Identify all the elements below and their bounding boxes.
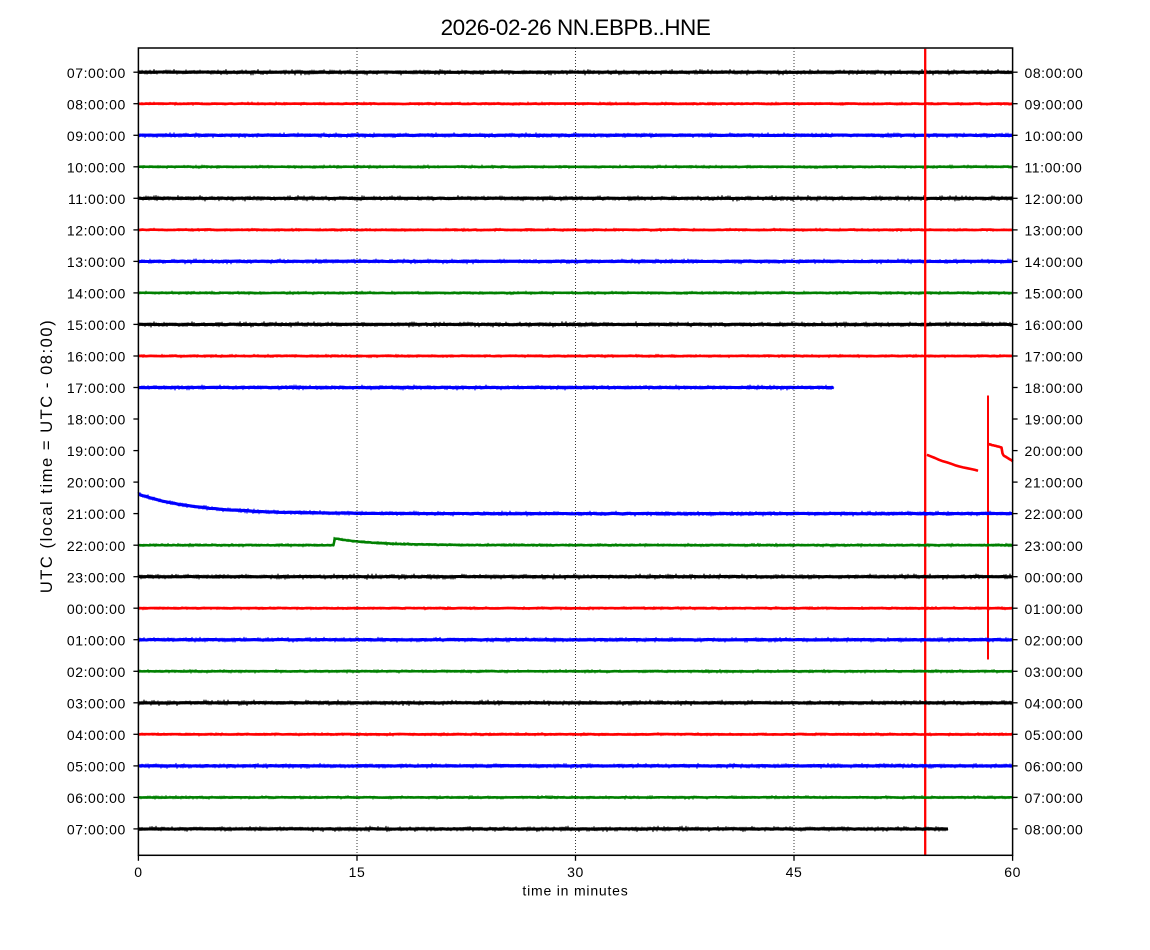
svg-text:10:00:00: 10:00:00: [1025, 128, 1084, 144]
svg-text:20:00:00: 20:00:00: [67, 475, 126, 491]
svg-text:13:00:00: 13:00:00: [67, 254, 126, 270]
svg-text:02:00:00: 02:00:00: [1025, 632, 1084, 648]
svg-text:0: 0: [134, 864, 142, 880]
svg-text:22:00:00: 22:00:00: [1025, 506, 1084, 522]
svg-text:16:00:00: 16:00:00: [1025, 317, 1084, 333]
svg-text:00:00:00: 00:00:00: [1025, 569, 1084, 585]
svg-text:16:00:00: 16:00:00: [67, 349, 126, 365]
svg-text:09:00:00: 09:00:00: [1025, 96, 1084, 112]
svg-text:22:00:00: 22:00:00: [67, 538, 126, 554]
svg-text:2026-02-26 NN.EBPB..HNE: 2026-02-26 NN.EBPB..HNE: [441, 15, 711, 40]
svg-text:UTC (local time = UTC - 08:00): UTC (local time = UTC - 08:00): [38, 319, 56, 593]
svg-text:19:00:00: 19:00:00: [67, 443, 126, 459]
svg-text:01:00:00: 01:00:00: [1025, 601, 1084, 617]
svg-text:04:00:00: 04:00:00: [67, 727, 126, 743]
svg-text:03:00:00: 03:00:00: [67, 695, 126, 711]
svg-text:08:00:00: 08:00:00: [1025, 65, 1084, 81]
svg-text:04:00:00: 04:00:00: [1025, 695, 1084, 711]
svg-text:21:00:00: 21:00:00: [1025, 475, 1084, 491]
svg-text:09:00:00: 09:00:00: [67, 128, 126, 144]
svg-text:00:00:00: 00:00:00: [67, 601, 126, 617]
svg-text:20:00:00: 20:00:00: [1025, 443, 1084, 459]
svg-text:08:00:00: 08:00:00: [1025, 822, 1084, 838]
svg-text:11:00:00: 11:00:00: [68, 191, 126, 207]
svg-text:06:00:00: 06:00:00: [1025, 759, 1084, 775]
svg-text:14:00:00: 14:00:00: [1025, 254, 1084, 270]
svg-text:08:00:00: 08:00:00: [67, 96, 126, 112]
svg-text:18:00:00: 18:00:00: [1025, 380, 1084, 396]
svg-text:02:00:00: 02:00:00: [67, 664, 126, 680]
svg-text:07:00:00: 07:00:00: [1025, 790, 1084, 806]
svg-text:21:00:00: 21:00:00: [67, 506, 126, 522]
svg-text:15: 15: [349, 864, 366, 880]
svg-text:23:00:00: 23:00:00: [67, 569, 126, 585]
svg-text:30: 30: [567, 864, 584, 880]
svg-text:14:00:00: 14:00:00: [67, 286, 126, 302]
svg-text:time in minutes: time in minutes: [522, 883, 628, 899]
svg-text:06:00:00: 06:00:00: [67, 790, 126, 806]
svg-text:15:00:00: 15:00:00: [1025, 286, 1084, 302]
svg-text:05:00:00: 05:00:00: [67, 759, 126, 775]
svg-text:01:00:00: 01:00:00: [67, 632, 126, 648]
svg-text:23:00:00: 23:00:00: [1025, 538, 1084, 554]
svg-text:12:00:00: 12:00:00: [67, 223, 126, 239]
svg-text:60: 60: [1004, 864, 1021, 880]
svg-text:15:00:00: 15:00:00: [67, 317, 126, 333]
svg-text:10:00:00: 10:00:00: [67, 159, 126, 175]
svg-text:07:00:00: 07:00:00: [67, 822, 126, 838]
svg-text:45: 45: [786, 864, 803, 880]
svg-text:13:00:00: 13:00:00: [1025, 223, 1084, 239]
svg-text:18:00:00: 18:00:00: [67, 412, 126, 428]
svg-text:17:00:00: 17:00:00: [67, 380, 126, 396]
svg-text:17:00:00: 17:00:00: [1025, 349, 1084, 365]
svg-text:03:00:00: 03:00:00: [1025, 664, 1084, 680]
svg-text:07:00:00: 07:00:00: [67, 65, 126, 81]
svg-text:05:00:00: 05:00:00: [1025, 727, 1084, 743]
svg-text:19:00:00: 19:00:00: [1025, 412, 1084, 428]
svg-text:11:00:00: 11:00:00: [1025, 159, 1083, 175]
svg-text:12:00:00: 12:00:00: [1025, 191, 1084, 207]
